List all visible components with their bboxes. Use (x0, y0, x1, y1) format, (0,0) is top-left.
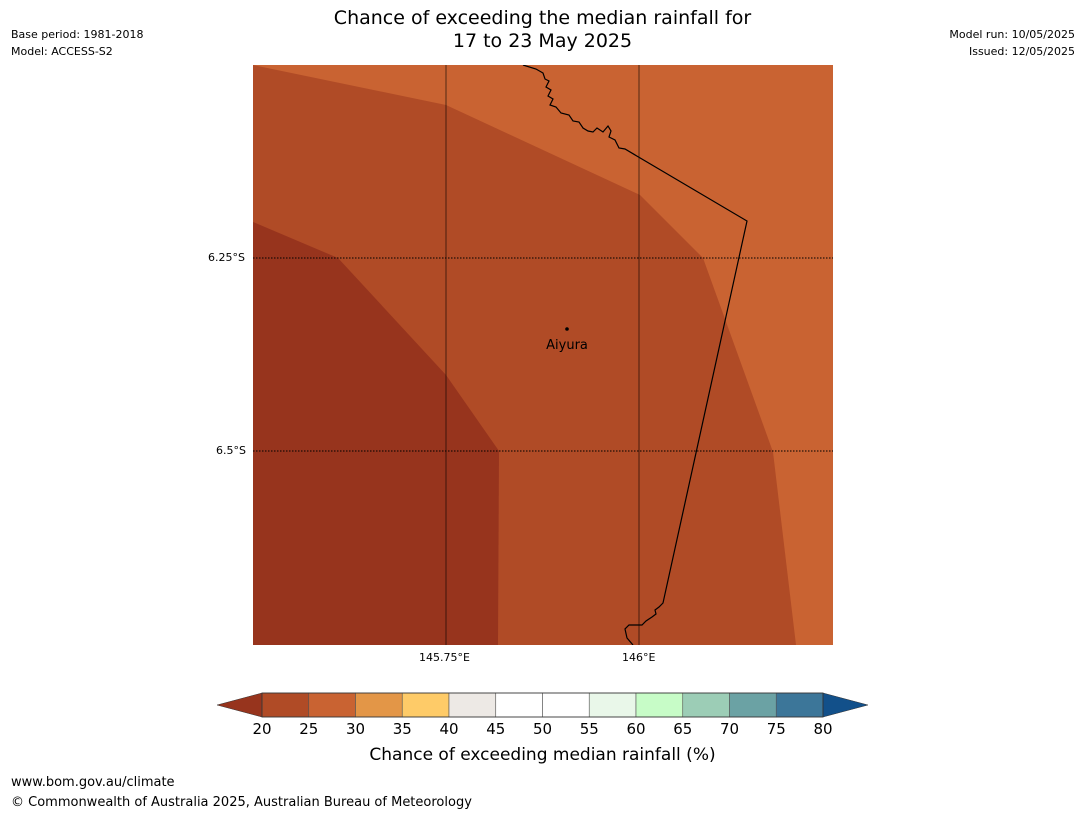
model-run-text: Model run: 10/05/2025 (949, 26, 1075, 43)
colorbar-cell-65-70 (683, 693, 730, 717)
colorbar-over-arrow (823, 693, 868, 717)
title-line-2: 17 to 23 May 2025 (0, 30, 1085, 53)
colorbar-cell-20-25 (262, 693, 309, 717)
lon-label-145-75: 145.75°E (419, 651, 470, 664)
lat-label-6-25: 6.25°S (208, 251, 245, 264)
colorbar-tick-45: 45 (476, 720, 516, 738)
colorbar-under-arrow (217, 693, 262, 717)
aiyura-marker (565, 327, 569, 331)
colorbar-tick-70: 70 (710, 720, 750, 738)
meta-right: Model run: 10/05/2025 Issued: 12/05/2025 (949, 26, 1075, 60)
colorbar-tick-20: 20 (242, 720, 282, 738)
footer-copyright: © Commonwealth of Australia 2025, Austra… (11, 795, 472, 810)
colorbar-cell-40-45 (449, 693, 496, 717)
colorbar-tick-80: 80 (803, 720, 843, 738)
map-title: Chance of exceeding the median rainfall … (0, 7, 1085, 53)
colorbar-cell-25-30 (309, 693, 356, 717)
colorbar-cell-30-35 (356, 693, 403, 717)
issued-text: Issued: 12/05/2025 (949, 43, 1075, 60)
colorbar-cell-35-40 (402, 693, 449, 717)
rainfall-map: Aiyura (253, 65, 833, 645)
lat-label-6-5: 6.5°S (216, 444, 246, 457)
colorbar-tick-75: 75 (756, 720, 796, 738)
title-line-1: Chance of exceeding the median rainfall … (0, 7, 1085, 30)
colorbar-cell-75-80 (776, 693, 823, 717)
colorbar-tick-60: 60 (616, 720, 656, 738)
colorbar-cell-55-60 (589, 693, 636, 717)
meta-left: Base period: 1981-2018 Model: ACCESS-S2 (11, 26, 143, 60)
base-period-text: Base period: 1981-2018 (11, 26, 143, 43)
aiyura-label: Aiyura (546, 338, 588, 353)
colorbar-tick-55: 55 (569, 720, 609, 738)
colorbar-cells (262, 693, 823, 717)
colorbar-tick-40: 40 (429, 720, 469, 738)
colorbar-cell-60-65 (636, 693, 683, 717)
colorbar (215, 690, 871, 720)
colorbar-cell-70-75 (730, 693, 777, 717)
model-text: Model: ACCESS-S2 (11, 43, 143, 60)
colorbar-tick-25: 25 (289, 720, 329, 738)
colorbar-cell-45-50 (496, 693, 543, 717)
colorbar-tick-50: 50 (523, 720, 563, 738)
colorbar-tick-30: 30 (336, 720, 376, 738)
colorbar-cell-50-55 (543, 693, 590, 717)
colorbar-tick-35: 35 (382, 720, 422, 738)
lon-label-146: 146°E (622, 651, 655, 664)
colorbar-title: Chance of exceeding median rainfall (%) (0, 745, 1085, 765)
colorbar-tick-65: 65 (663, 720, 703, 738)
footer-url[interactable]: www.bom.gov.au/climate (11, 775, 175, 790)
